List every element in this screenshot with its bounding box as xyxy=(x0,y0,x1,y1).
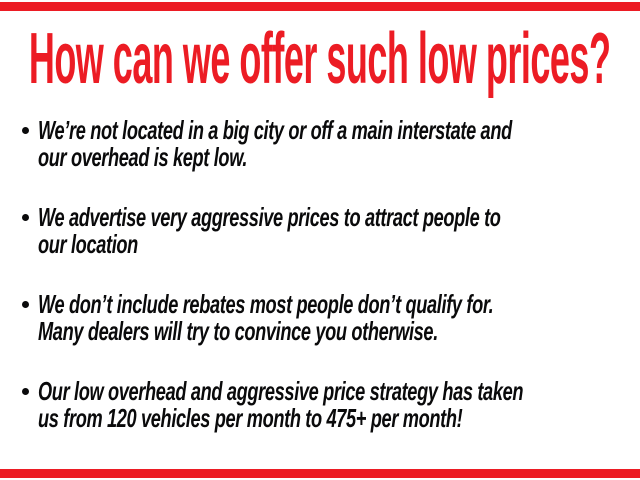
bullet-text: Our low overhead and aggressive price st… xyxy=(38,378,523,432)
bullet-line: We advertise very aggressive prices to a… xyxy=(38,202,501,232)
bullet-line: We don’t include rebates most people don… xyxy=(38,289,494,319)
bullet-text: We don’t include rebates most people don… xyxy=(38,289,494,346)
bullet-text: We’re not located in a big city or off a… xyxy=(38,117,512,171)
bullet-line: our location xyxy=(38,229,138,259)
bullet-line: us from 120 vehicles per month to 475+ p… xyxy=(38,403,463,433)
bullet-list: We’re not located in a big city or off a… xyxy=(22,117,630,465)
list-item: We advertise very aggressive prices to a… xyxy=(22,204,630,258)
bullet-text: We advertise very aggressive prices to a… xyxy=(38,204,501,258)
list-item: Our low overhead and aggressive price st… xyxy=(22,378,630,432)
list-item: We’re not located in a big city or off a… xyxy=(22,117,630,171)
page-title: How can we offer such low prices? xyxy=(29,19,611,99)
bottom-red-bar xyxy=(0,469,640,478)
bullet-line: Our low overhead and aggressive price st… xyxy=(38,376,524,406)
bullet-dot-icon xyxy=(22,127,29,134)
bullet-line: We’re not located in a big city or off a… xyxy=(38,115,512,145)
bullet-dot-icon xyxy=(22,301,29,308)
list-item: We don’t include rebates most people don… xyxy=(22,291,630,345)
bullet-dot-icon xyxy=(22,214,29,221)
bullet-line: our overhead is kept low. xyxy=(38,142,248,172)
top-red-bar xyxy=(0,2,640,11)
bullet-line: Many dealers will try to convince you ot… xyxy=(38,316,438,346)
bullet-dot-icon xyxy=(22,388,29,395)
heading-row: How can we offer such low prices? xyxy=(0,22,640,96)
